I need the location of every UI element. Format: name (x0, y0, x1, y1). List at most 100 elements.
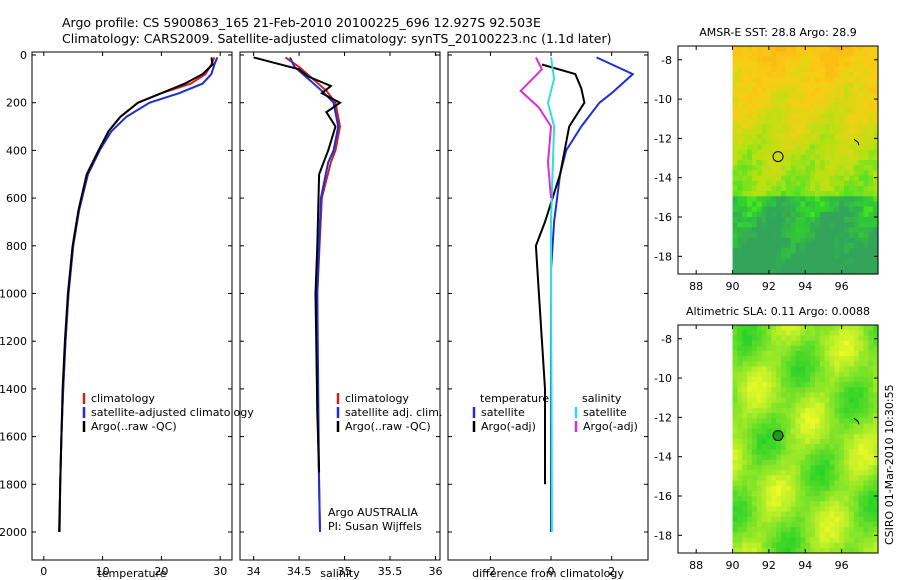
heatmap-cell (834, 144, 840, 151)
heatmap-cell (795, 61, 802, 68)
heatmap-cell (747, 242, 753, 249)
heatmap-cell (819, 56, 826, 63)
heatmap-cell (766, 475, 772, 482)
heatmap-cell (761, 475, 768, 482)
heatmap-cell (858, 66, 865, 73)
heatmap-cell (868, 77, 874, 83)
heatmap-cell (829, 103, 835, 109)
heatmap-cell (848, 547, 855, 554)
heatmap-cell (868, 345, 874, 352)
heatmap-cell (819, 527, 826, 533)
heatmap-cell (756, 217, 763, 223)
heatmap-cell (839, 56, 845, 63)
heatmap-cell (766, 537, 772, 544)
heatmap-cell (732, 103, 738, 109)
heatmap-cell (844, 397, 850, 404)
heatmap-cell (853, 237, 860, 244)
heatmap-cell (848, 185, 855, 192)
heatmap-cell (868, 191, 874, 197)
heatmap-cell (805, 165, 811, 171)
heatmap-cell (844, 345, 850, 352)
heatmap-cell (853, 51, 860, 57)
heatmap-cell (747, 232, 753, 239)
heatmap-cell (766, 532, 772, 539)
heatmap-cell (771, 77, 777, 83)
heatmap-cell (814, 206, 821, 213)
heatmap-cell (824, 227, 831, 234)
heatmap-cell (829, 87, 835, 94)
heatmap-cell (776, 206, 782, 213)
heatmap-cell (805, 253, 811, 260)
heatmap-cell (795, 175, 802, 182)
heatmap-cell (781, 480, 787, 487)
heatmap-cell (732, 387, 738, 393)
heatmap-cell (819, 454, 826, 461)
heatmap-cell (873, 128, 879, 135)
heatmap-cell (839, 521, 845, 528)
heatmap-cell (853, 154, 860, 161)
heatmap-cell (747, 423, 753, 430)
heatmap-cell (781, 268, 787, 275)
heatmap-cell (785, 118, 792, 125)
heatmap-cell (756, 376, 763, 383)
heatmap-cell (848, 433, 855, 440)
heatmap-cell (732, 263, 738, 270)
heatmap-cell (805, 108, 811, 114)
heatmap-cell (800, 66, 806, 73)
y-tick-label: 1600 (0, 431, 27, 444)
heatmap-cell (751, 382, 758, 388)
heatmap-cell (814, 134, 821, 140)
heatmap-cell (737, 227, 743, 234)
heatmap-cell (858, 407, 865, 414)
heatmap-cell (810, 66, 816, 73)
heatmap-cell (737, 361, 743, 368)
heatmap-cell (790, 242, 797, 249)
heatmap-cell (848, 361, 855, 368)
heatmap-cell (776, 454, 782, 461)
heatmap-cell (810, 196, 816, 203)
legend-difference: temperature salinitysatelliteArgo(-adj)sa… (472, 392, 638, 433)
heatmap-cell (795, 268, 802, 275)
heatmap-cell (853, 330, 860, 336)
heatmap-cell (814, 222, 821, 228)
heatmap-cell (771, 413, 777, 419)
heatmap-cell (844, 144, 850, 151)
heatmap-cell (766, 227, 772, 234)
heatmap-cell (795, 51, 802, 57)
heatmap-cell (848, 258, 855, 265)
heatmap-cell (785, 175, 792, 182)
heatmap-cell (771, 387, 777, 393)
heatmap-cell (747, 516, 753, 523)
heatmap-cell (853, 340, 860, 347)
heatmap-cell (742, 237, 748, 244)
heatmap-cell (868, 82, 874, 89)
heatmap-cell (742, 485, 748, 492)
heatmap-cell (751, 237, 758, 244)
heatmap-cell (747, 402, 753, 409)
heatmap-cell (819, 201, 826, 208)
heatmap-cell (751, 350, 758, 357)
heatmap-cell (751, 392, 758, 399)
heatmap-cell (868, 242, 874, 249)
heatmap-cell (834, 361, 840, 368)
heatmap-cell (737, 376, 743, 383)
heatmap-cell (853, 113, 860, 120)
heatmap-cell (761, 144, 768, 151)
heatmap-cell (756, 511, 763, 518)
heatmap-cell (839, 165, 845, 171)
heatmap-cell (766, 248, 772, 254)
heatmap-cell (873, 433, 879, 440)
heatmap-cell (732, 527, 738, 533)
heatmap-cell (829, 366, 835, 373)
heatmap-cell (858, 449, 865, 456)
heatmap-cell (868, 165, 874, 171)
heatmap-cell (844, 387, 850, 393)
heatmap-cell (781, 139, 787, 146)
heatmap-cell (824, 191, 831, 197)
heatmap-cell (795, 371, 802, 378)
heatmap-cell (751, 191, 758, 197)
heatmap-cell (732, 180, 738, 187)
heatmap-cell (732, 490, 738, 497)
heatmap-cell (790, 485, 797, 492)
heatmap-cell (848, 201, 855, 208)
